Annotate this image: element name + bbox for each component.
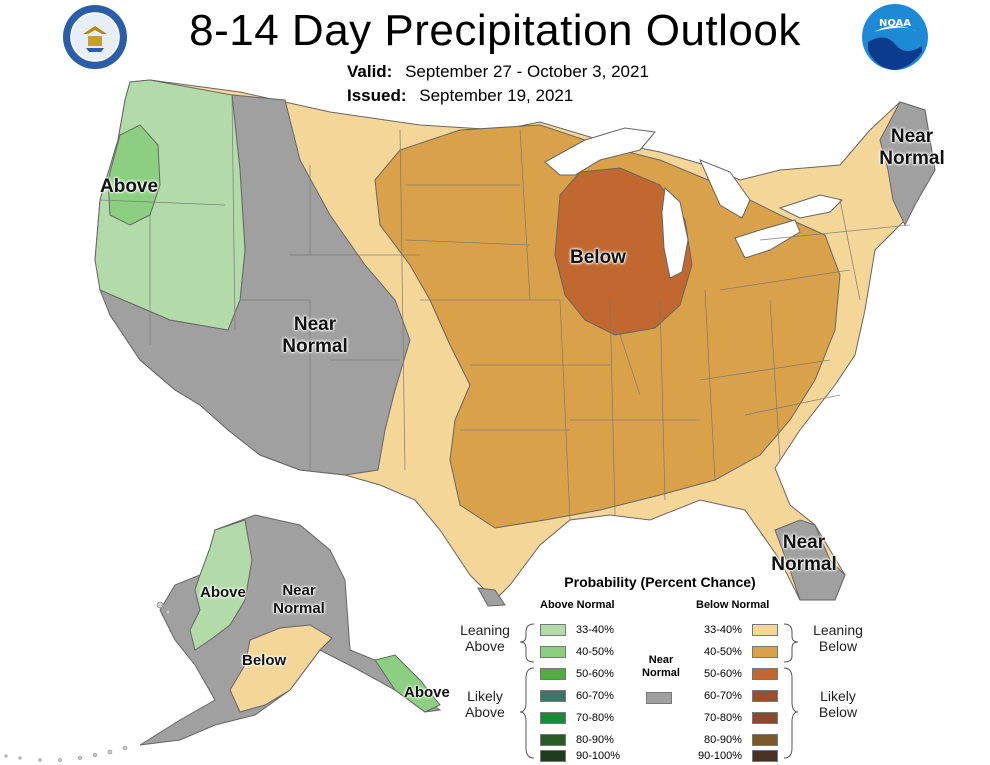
swatch-label: 40-50% bbox=[576, 646, 614, 658]
swatch-label: 33-40% bbox=[576, 624, 614, 636]
legend-title: Probability (Percent Chance) bbox=[564, 574, 756, 590]
swatch-below-90-100 bbox=[752, 750, 778, 762]
swatch-above-40-50 bbox=[540, 646, 566, 658]
swatch-below-40-50 bbox=[752, 646, 778, 658]
legend-above-header: Above Normal bbox=[540, 599, 615, 611]
noaa-logo-icon: NOAA bbox=[862, 4, 928, 70]
swatch-label: 33-40% bbox=[704, 624, 742, 636]
region-label-midwest: Below bbox=[570, 247, 626, 268]
state-lines bbox=[99, 94, 911, 521]
right-brace-icon bbox=[783, 623, 799, 759]
swatch-label: 90-100% bbox=[698, 750, 743, 762]
gulf-grey bbox=[477, 587, 506, 607]
valid-line: Valid: September 27 - October 3, 2021 bbox=[347, 62, 649, 82]
great-lakes-below bbox=[554, 167, 693, 336]
legend-likely-below: Likely Below bbox=[818, 688, 858, 720]
issued-line: Issued: September 19, 2021 bbox=[347, 86, 573, 106]
swatch-label: 50-60% bbox=[576, 668, 614, 680]
region-label-alaska-west: Above bbox=[200, 584, 246, 601]
swatch-label: 80-90% bbox=[576, 734, 614, 746]
region-label-alaska-southeast: Above bbox=[404, 684, 450, 701]
swatch-below-50-60 bbox=[752, 668, 778, 680]
swatch-label: 40-50% bbox=[704, 646, 742, 658]
swatch-near-normal bbox=[646, 692, 672, 704]
valid-value: September 27 - October 3, 2021 bbox=[405, 62, 649, 81]
legend-leaning-below: Leaning Below bbox=[813, 622, 863, 654]
swatch-label: 70-80% bbox=[704, 712, 742, 724]
alaska-west-above bbox=[189, 519, 253, 651]
swatch-above-50-60 bbox=[540, 668, 566, 680]
region-label-northwest: Above bbox=[100, 176, 159, 197]
region-label-northeast: Near Normal bbox=[879, 126, 945, 169]
florida-near-normal bbox=[774, 519, 846, 601]
commerce-seal-icon bbox=[63, 5, 127, 69]
left-brace-icon bbox=[519, 623, 535, 759]
legend-leaning-above: Leaning Above bbox=[460, 622, 510, 654]
swatch-above-90-100 bbox=[540, 750, 566, 762]
noaa-text: NOAA bbox=[879, 18, 911, 29]
legend-likely-above: Likely Above bbox=[465, 688, 505, 720]
swatch-label: 50-60% bbox=[704, 668, 742, 680]
swatch-above-70-80 bbox=[540, 712, 566, 724]
swatch-label: 70-80% bbox=[576, 712, 614, 724]
swatch-above-80-90 bbox=[540, 734, 566, 746]
alaska-south-below bbox=[229, 624, 333, 713]
swatch-label: 60-70% bbox=[704, 690, 742, 702]
swatch-below-70-80 bbox=[752, 712, 778, 724]
swatch-above-33-40 bbox=[540, 624, 566, 636]
alaska-southeast-above bbox=[374, 654, 441, 713]
region-label-west: Near Normal bbox=[282, 314, 348, 357]
region-label-florida: Near Normal bbox=[771, 532, 837, 575]
legend-near-label: Near Normal bbox=[642, 654, 680, 679]
northeast-near-normal bbox=[879, 101, 936, 227]
valid-label: Valid: bbox=[347, 62, 393, 81]
legend: Probability (Percent Chance) Above Norma… bbox=[440, 570, 880, 765]
issued-label: Issued: bbox=[347, 86, 407, 105]
swatch-label: 90-100% bbox=[576, 750, 621, 762]
swatch-label: 60-70% bbox=[576, 690, 614, 702]
region-label-alaska-interior: Near Normal bbox=[273, 582, 325, 617]
map-title: 8-14 Day Precipitation Outlook bbox=[189, 6, 801, 55]
swatch-below-60-70 bbox=[752, 690, 778, 702]
region-label-alaska-south: Below bbox=[242, 652, 287, 669]
aleutians bbox=[4, 601, 171, 762]
swatch-below-33-40 bbox=[752, 624, 778, 636]
issued-value: September 19, 2021 bbox=[419, 86, 574, 105]
swatch-above-60-70 bbox=[540, 690, 566, 702]
great-lakes-water bbox=[544, 127, 843, 279]
swatch-below-80-90 bbox=[752, 734, 778, 746]
swatch-label: 80-90% bbox=[704, 734, 742, 746]
legend-below-header: Below Normal bbox=[696, 599, 770, 611]
